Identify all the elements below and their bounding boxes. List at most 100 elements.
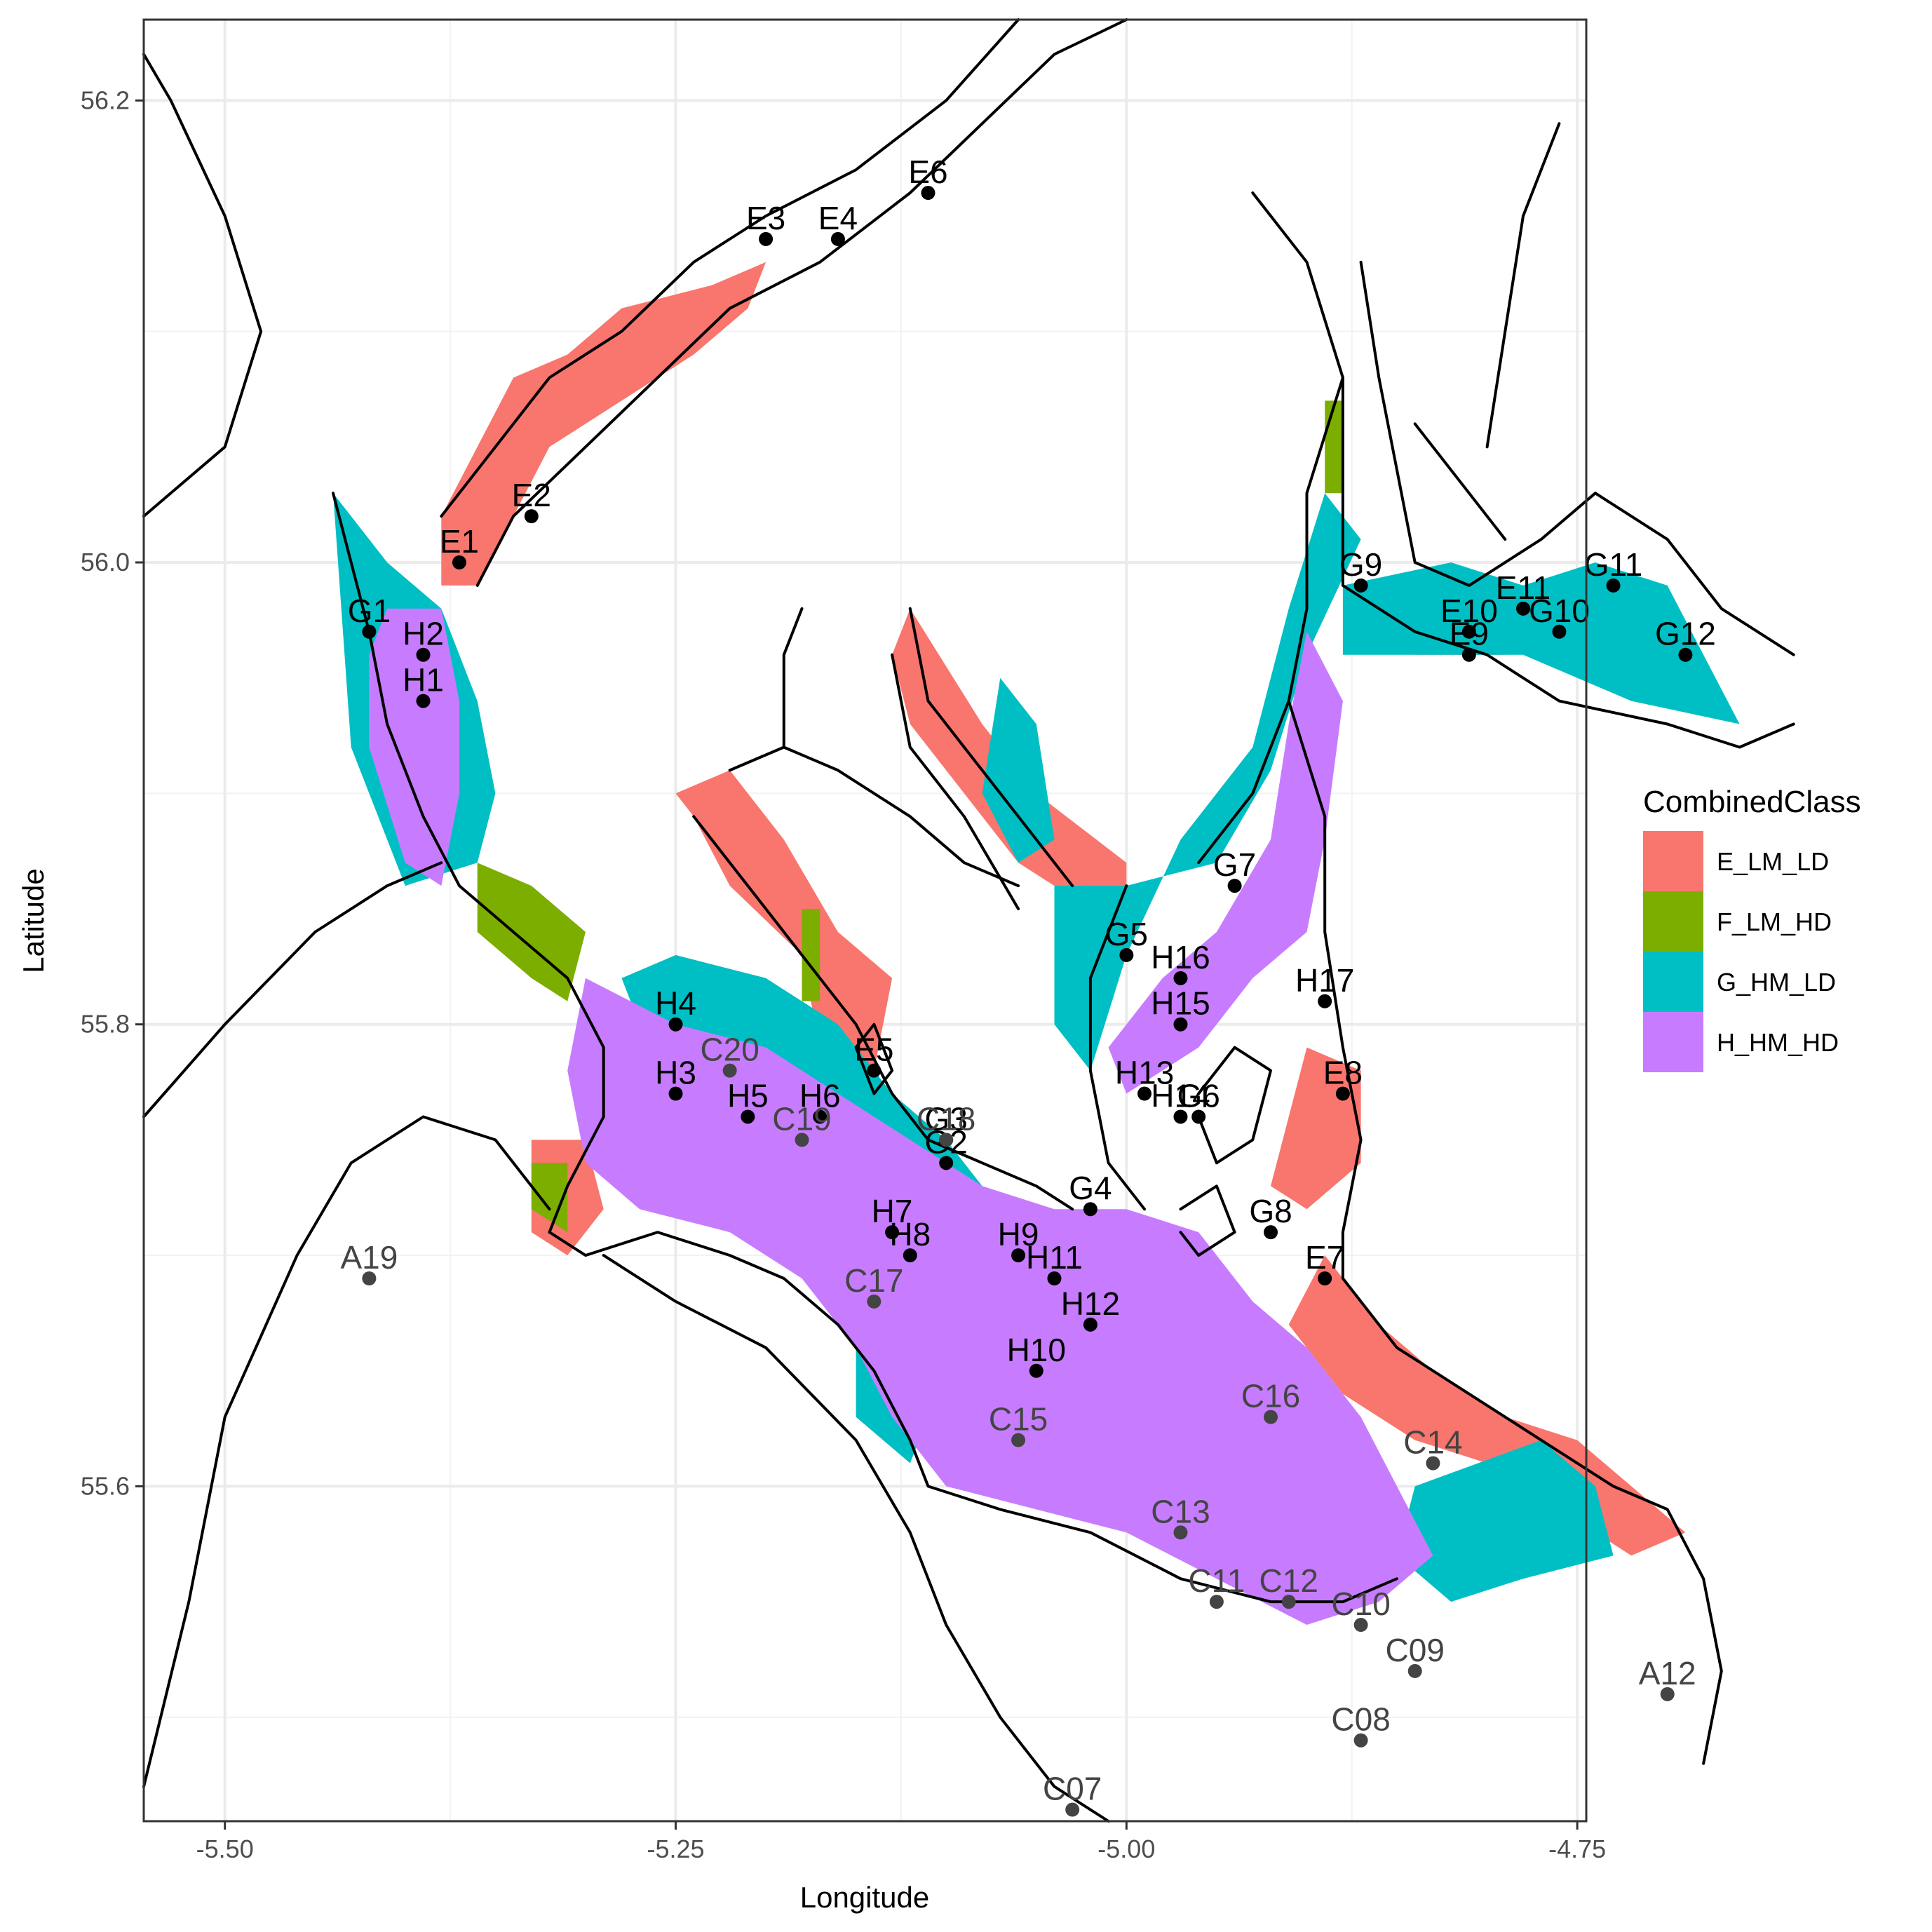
station-g4: G4 (1069, 1170, 1112, 1217)
station-point (1047, 1271, 1062, 1286)
legend-entry-e-lm-ld: E_LM_LD (1643, 831, 1829, 891)
legend-entry-h-hm-hd: H_HM_HD (1643, 1012, 1839, 1072)
coastline (142, 861, 443, 1119)
coastline (1341, 376, 1795, 749)
station-label: C16 (1241, 1378, 1300, 1414)
station-c15: C15 (989, 1401, 1048, 1447)
station-c20: C20 (700, 1032, 759, 1078)
station-point (885, 1225, 900, 1240)
station-c07: C07 (1043, 1771, 1102, 1817)
station-label: H12 (1061, 1285, 1120, 1322)
station-a12: A12 (1639, 1655, 1696, 1701)
station-point (741, 1109, 755, 1124)
region-f-lm-hd (802, 909, 820, 1001)
station-h13: H13 (1115, 1055, 1174, 1101)
station-label: C08 (1331, 1701, 1390, 1738)
station-point (1281, 1595, 1296, 1609)
station-h17: H17 (1295, 962, 1354, 1008)
station-a19: A19 (340, 1239, 398, 1286)
legend-label: G_HM_LD (1717, 968, 1836, 997)
station-point (668, 1086, 683, 1101)
station-label: H13 (1115, 1055, 1174, 1091)
station-point (1173, 1109, 1188, 1124)
x-axis-title: Longitude (800, 1881, 930, 1914)
station-g7: G7 (1213, 846, 1256, 893)
station-c10: C10 (1331, 1586, 1391, 1633)
station-label: C09 (1386, 1632, 1445, 1668)
legend-entry-g-hm-ld: G_HM_LD (1643, 952, 1836, 1012)
station-c13: C13 (1151, 1493, 1210, 1540)
station-g9: G9 (1339, 546, 1382, 593)
station-c14: C14 (1403, 1424, 1463, 1471)
station-e6: E6 (908, 154, 948, 201)
station-point (1264, 1410, 1278, 1424)
station-label: C07 (1043, 1771, 1102, 1807)
station-h12: H12 (1061, 1285, 1120, 1332)
station-label: C15 (989, 1401, 1048, 1438)
station-point (1173, 971, 1188, 985)
station-g12: G12 (1655, 616, 1716, 662)
station-h15: H15 (1151, 985, 1210, 1032)
legend-entries: E_LM_LD F_LM_HD G_HM_LD H_HM_HD (1643, 831, 1839, 1072)
y-tick-label: 56.0 (81, 548, 130, 576)
region-h-hm-hd (567, 978, 1433, 1625)
station-label: H11 (1026, 1239, 1083, 1276)
station-point (1137, 1086, 1152, 1101)
station-label: C19 (772, 1100, 831, 1137)
station-point (1065, 1802, 1080, 1817)
station-g5: G5 (1105, 916, 1148, 962)
station-point (524, 509, 539, 524)
station-label: E9 (1450, 616, 1489, 652)
region-f-lm-hd (531, 1163, 568, 1233)
station-e7: E7 (1305, 1239, 1344, 1286)
station-point (813, 1109, 827, 1124)
station-point (1083, 1202, 1097, 1217)
y-tick-label: 56.2 (81, 86, 130, 114)
station-point (1426, 1456, 1440, 1471)
station-point (867, 1063, 881, 1078)
grid-minor-lines (144, 20, 1586, 1821)
station-e3: E3 (746, 200, 785, 246)
station-point (830, 231, 845, 246)
legend: CombinedClass E_LM_LD F_LM_HD G_HM_LD H_HM_… (1643, 785, 1861, 1072)
station-c17: C17 (844, 1262, 904, 1309)
legend-title: CombinedClass (1643, 785, 1861, 819)
station-e2: E2 (512, 477, 551, 524)
station-point (1264, 1225, 1278, 1240)
station-point (452, 555, 466, 569)
station-label: C11 (1188, 1562, 1245, 1599)
station-point (1353, 1618, 1368, 1633)
coastline (1359, 260, 1795, 656)
coastline (692, 815, 1074, 1211)
station-label: H10 (1007, 1332, 1066, 1368)
station-e4: E4 (818, 200, 858, 246)
station-label: G1 (348, 593, 391, 629)
station-h8: H8 (889, 1216, 931, 1263)
station-label: C18 (917, 1100, 975, 1137)
region-g-hm-ld (1397, 1440, 1614, 1602)
y-tick-label: 55.6 (81, 1471, 130, 1500)
station-e10: E10 (1440, 593, 1498, 639)
station-point (795, 1133, 809, 1147)
legend-entry-f-lm-hd: F_LM_HD (1643, 891, 1832, 952)
y-tick-label: 55.8 (81, 1010, 130, 1039)
coastline (728, 745, 1020, 888)
coastline (1197, 1046, 1272, 1165)
coastline (332, 492, 1398, 1604)
station-point (1011, 1248, 1026, 1263)
x-axis-ticks: -5.50 -5.25 -5.00 -4.75 (196, 1821, 1606, 1863)
legend-swatch (1643, 891, 1703, 952)
station-point (1335, 1086, 1350, 1101)
plot-panel-border (142, 18, 1588, 1823)
region-e-lm-ld (675, 770, 893, 1071)
x-tick-label: -4.75 (1548, 1835, 1606, 1863)
coastline (1197, 191, 1344, 865)
station-label: H6 (799, 1077, 841, 1114)
region-h-hm-hd (369, 608, 459, 886)
coastline (602, 1254, 1110, 1823)
station-label: C14 (1403, 1424, 1462, 1460)
region-e-lm-ld (441, 262, 766, 586)
station-label: A19 (340, 1239, 398, 1276)
legend-swatch (1643, 831, 1703, 891)
